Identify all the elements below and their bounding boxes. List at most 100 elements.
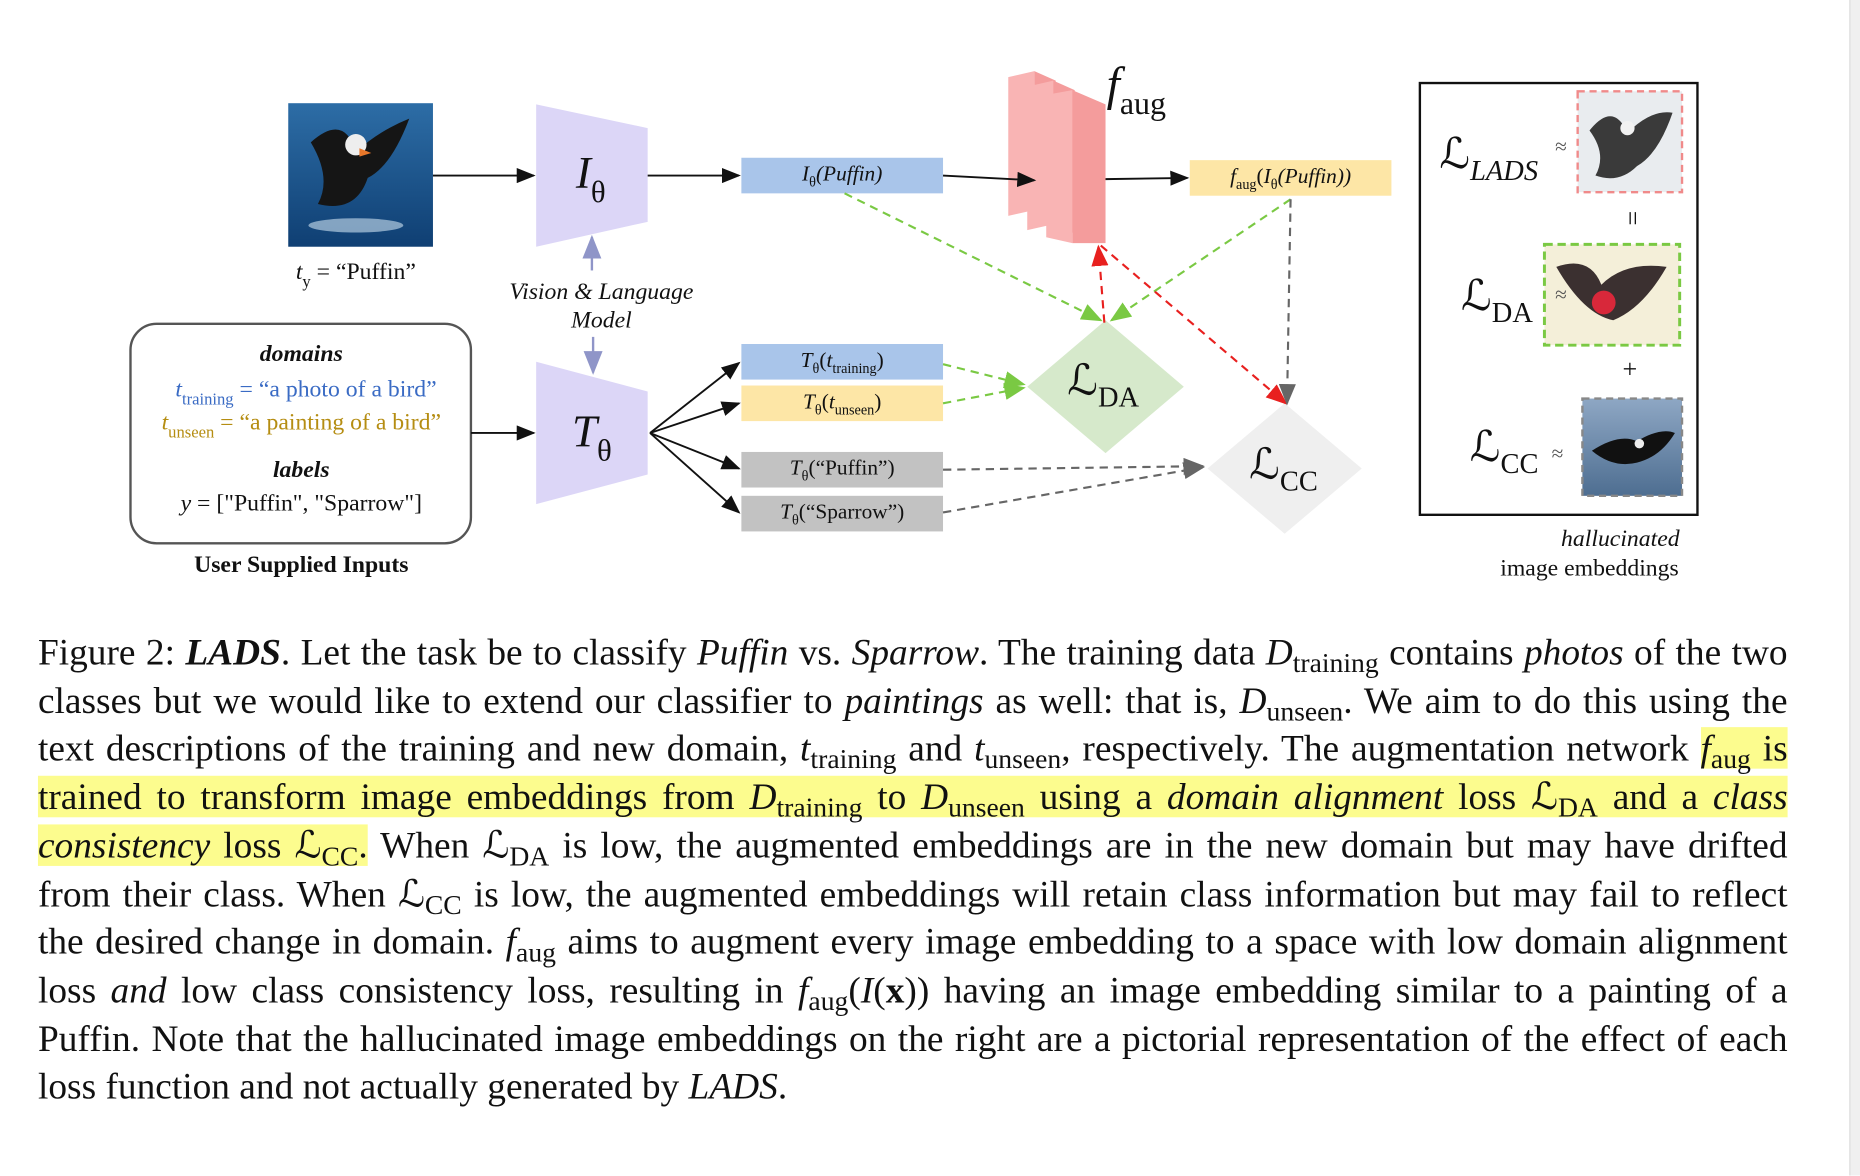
- caption-run: . The training data: [979, 631, 1266, 673]
- caption-run: using a: [1024, 775, 1167, 818]
- approx-2: ≈: [1555, 282, 1567, 306]
- label-part: (Puffin): [816, 161, 882, 185]
- caption-run: t: [800, 727, 811, 770]
- panel-lads: ℒLADS: [1439, 131, 1538, 187]
- label-part: ≈: [1555, 134, 1567, 158]
- label-part: User Supplied Inputs: [194, 552, 408, 578]
- hallucinated-image: [1542, 242, 1682, 347]
- caption-run: vs.: [788, 631, 852, 673]
- inputs-caption: User Supplied Inputs: [194, 552, 408, 578]
- label-part: θ: [792, 513, 799, 529]
- label-part: +: [1622, 354, 1637, 383]
- label-part: T: [572, 407, 600, 457]
- caption-run: I: [860, 969, 874, 1011]
- label-part: = “Puffin”: [311, 259, 416, 285]
- caption-run: aug: [1710, 744, 1751, 776]
- label-part: LADS: [1469, 156, 1538, 187]
- arrow: [943, 457, 1205, 475]
- caption-run: aug: [808, 986, 849, 1018]
- label-part: aug: [1120, 85, 1166, 121]
- caption-run: LADS: [185, 631, 281, 673]
- domains-heading: domains: [260, 341, 343, 367]
- arrow: [649, 432, 741, 470]
- caption-run: low class consistency loss, resulting in: [166, 969, 799, 1011]
- caption-run: D: [1239, 679, 1267, 721]
- label-part: domains: [260, 341, 343, 367]
- caption-run: is low, the augmented embeddings will re…: [37, 872, 1788, 963]
- label-part: (: [822, 389, 829, 413]
- text-encoder: [536, 361, 648, 505]
- label-part: y: [179, 491, 192, 517]
- caption-run: x: [885, 969, 905, 1011]
- label-part: Vision & Language: [509, 280, 693, 306]
- caption-run: as well: that is,: [983, 679, 1240, 721]
- label-part: (“Puffin”): [808, 456, 894, 480]
- window-edge: [1849, 0, 1860, 1176]
- label-part: training: [182, 390, 234, 409]
- labels: y = ["Puffin", "Sparrow"]: [179, 491, 422, 517]
- caption-run: loss: [1443, 775, 1532, 818]
- model-label-2: Model: [570, 308, 632, 334]
- arrow: [649, 361, 741, 434]
- caption-run: to: [862, 775, 922, 818]
- label-part: ℒ: [1067, 357, 1098, 404]
- t-unseen: tunseen = “a painting of a bird”: [162, 410, 441, 442]
- label-part: ): [874, 389, 881, 413]
- label-part: ): [877, 348, 884, 372]
- caption-run: training: [810, 744, 897, 776]
- caption-run: unseen: [984, 744, 1062, 776]
- label-part: ℒ: [1461, 273, 1492, 320]
- caption-run: paintings: [844, 679, 984, 721]
- label-part: aug: [1236, 177, 1257, 193]
- arrow: [942, 171, 1037, 187]
- arrow: [649, 401, 741, 434]
- arrow: [1091, 244, 1109, 323]
- label-part: θ: [1271, 177, 1278, 193]
- arrow: [844, 192, 1103, 322]
- puffin-photo: [288, 103, 433, 247]
- query-label: ty = “Puffin”: [296, 259, 416, 291]
- augmenter: faug: [1107, 59, 1166, 121]
- arrow: [1100, 244, 1288, 405]
- label-part: t: [162, 410, 170, 436]
- hallucinated-image: [1576, 90, 1684, 194]
- approx-3: ≈: [1552, 441, 1564, 465]
- label-part: T: [803, 389, 817, 413]
- label-part: ℒ: [1249, 441, 1280, 488]
- label-part: I: [801, 161, 810, 185]
- caption-run: and: [110, 969, 167, 1011]
- caption-run: ℒ: [294, 824, 322, 866]
- caption-run: ℒ: [1531, 775, 1558, 818]
- caption-run: )) having an image embedding similar to …: [37, 969, 1788, 1108]
- arrow: [942, 363, 1026, 388]
- hallucinated-image: [1581, 397, 1684, 498]
- caption-run: is low, the augmented embeddings are in …: [37, 824, 1788, 914]
- augmented-embedding: faug(Iθ(Puffin)): [1230, 164, 1351, 193]
- image-embeddings: image embeddings: [1500, 556, 1679, 582]
- label-part: T: [801, 348, 815, 372]
- caption-run: When: [367, 824, 483, 866]
- caption-run: Figure 2:: [37, 631, 186, 673]
- label-part: t: [829, 389, 836, 413]
- caption-run: , respectively. The augmentation network: [1061, 727, 1701, 770]
- arrow: [942, 383, 1026, 405]
- caption-run: loss: [210, 824, 295, 866]
- label-part: = ["Puffin", "Sparrow"]: [191, 491, 422, 517]
- plus: +: [1622, 354, 1637, 383]
- arrow: [1105, 170, 1190, 186]
- caption-run: and: [896, 727, 975, 770]
- caption-run: aug: [516, 937, 556, 969]
- label-part: ℒ: [1470, 424, 1501, 471]
- label-part: (Puffin)): [1278, 164, 1352, 188]
- embedding-box: [1189, 160, 1392, 196]
- label-part: CC: [1280, 467, 1318, 498]
- label-part: f: [1230, 164, 1239, 188]
- loss-diamond: [1207, 403, 1362, 534]
- label-part: T: [780, 500, 794, 524]
- label-part: (: [1257, 164, 1264, 188]
- caption-run: CC: [424, 889, 462, 921]
- label-part: θ: [813, 361, 820, 377]
- caption-run: unseen: [1266, 696, 1344, 728]
